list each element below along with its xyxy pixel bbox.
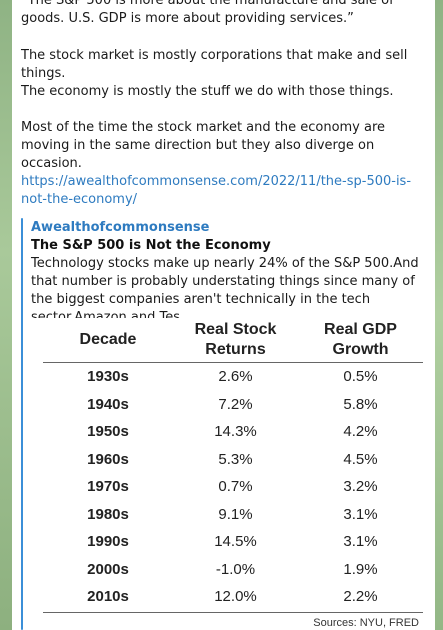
table-header-row: Decade Real Stock Returns Real GDP Growth [43, 318, 423, 363]
message-bubble: “The S&P 500 is more about the manufactu… [12, 0, 435, 630]
column-header-stock-returns: Real Stock Returns [173, 318, 298, 363]
article-link[interactable]: https://awealthofcommonsense.com/2022/11… [21, 174, 412, 207]
cell-decade: 1980s [87, 505, 129, 523]
column-header-decade: Decade [79, 331, 137, 348]
column-header-gdp-growth: Real GDP Growth [298, 318, 423, 363]
cell-stock-return: 7.2% [218, 395, 253, 413]
table-row: 1990s 14.5% 3.1% [43, 528, 423, 556]
cell-stock-return: 12.0% [214, 588, 257, 606]
table-row: 1950s 14.3% 4.2% [43, 418, 423, 446]
table-row: 1940s 7.2% 5.8% [43, 391, 423, 419]
table-bottom-rule [43, 612, 423, 613]
cell-decade: 1950s [87, 423, 129, 441]
cell-decade: 1930s [87, 368, 129, 386]
link-preview-description: Technology stocks make up nearly 24% of … [31, 256, 419, 325]
returns-vs-gdp-table: Decade Real Stock Returns Real GDP Growth … [43, 318, 423, 611]
cell-stock-return: 5.3% [218, 450, 253, 468]
table-row: 1960s 5.3% 4.5% [43, 446, 423, 474]
cell-gdp-growth: 4.2% [343, 423, 378, 441]
cell-stock-return: -1.0% [215, 560, 256, 578]
cell-stock-return: 14.5% [214, 533, 257, 551]
column-header-text: Real Stock Returns [194, 321, 277, 358]
table-row: 1980s 9.1% 3.1% [43, 501, 423, 529]
cell-decade: 1990s [87, 533, 129, 551]
cell-gdp-growth: 4.5% [343, 450, 378, 468]
cell-decade: 1960s [87, 450, 129, 468]
cell-gdp-growth: 3.2% [343, 478, 378, 496]
cell-gdp-growth: 3.1% [343, 505, 378, 523]
cell-decade: 1940s [87, 395, 129, 413]
cell-gdp-growth: 2.2% [343, 588, 378, 606]
message-paragraph: The stock market is mostly corporations … [21, 48, 408, 81]
chat-wallpaper-left [0, 0, 12, 630]
table-row: 2000s -1.0% 1.9% [43, 556, 423, 584]
link-preview-title: The S&P 500 is Not the Economy [31, 238, 271, 253]
link-preview-image[interactable]: Decade Real Stock Returns Real GDP Growth … [31, 318, 427, 630]
link-preview-accent-bar [21, 218, 23, 630]
message-paragraph: The economy is mostly the stuff we do wi… [21, 84, 394, 99]
cell-stock-return: 2.6% [218, 368, 253, 386]
table-row: 1930s 2.6% 0.5% [43, 363, 423, 391]
cell-stock-return: 9.1% [218, 505, 253, 523]
cell-decade: 2010s [87, 588, 129, 606]
table-row: 2010s 12.0% 2.2% [43, 583, 423, 611]
chat-wallpaper-right [435, 0, 443, 630]
table-sources: Sources: NYU, FRED [313, 617, 419, 629]
message-paragraph-quote: “The S&P 500 is more about the manufactu… [21, 0, 394, 26]
cell-gdp-growth: 3.1% [343, 533, 378, 551]
message-paragraph: Most of the time the stock market and th… [21, 120, 386, 171]
link-preview[interactable]: Awealthofcommonsense The S&P 500 is Not … [21, 218, 429, 630]
cell-decade: 1970s [87, 478, 129, 496]
cell-gdp-growth: 5.8% [343, 395, 378, 413]
cell-gdp-growth: 0.5% [343, 368, 378, 386]
table-row: 1970s 0.7% 3.2% [43, 473, 423, 501]
cell-decade: 2000s [87, 560, 129, 578]
cell-stock-return: 14.3% [214, 423, 257, 441]
link-preview-site-name: Awealthofcommonsense [31, 220, 210, 235]
cell-gdp-growth: 1.9% [343, 560, 378, 578]
cell-stock-return: 0.7% [218, 478, 253, 496]
column-header-text: Real GDP Growth [324, 321, 397, 358]
